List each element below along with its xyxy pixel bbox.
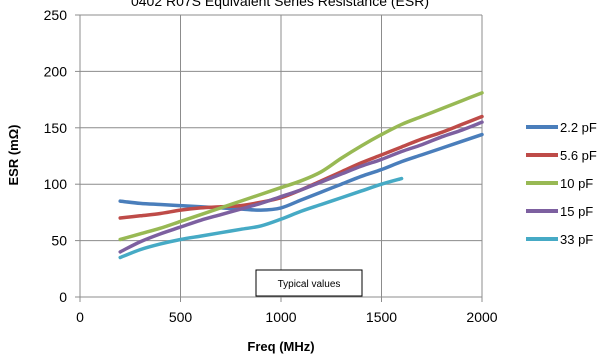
series-lines <box>118 91 484 260</box>
chart-title: 0402 R07S Equivalent Series Resistance (… <box>131 0 429 9</box>
gridlines <box>80 14 483 297</box>
legend-label: 10 pF <box>560 176 593 191</box>
annotation-text: Typical values <box>278 279 341 290</box>
x-tick-label: 500 <box>169 309 193 325</box>
y-tick-label: 150 <box>44 120 68 136</box>
x-tick-label: 1500 <box>366 309 397 325</box>
x-axis-title: Freq (MHz) <box>247 339 314 354</box>
y-axis-title: ESR (mΩ) <box>6 125 21 186</box>
y-tick-label: 250 <box>44 7 68 23</box>
y-tick-label: 200 <box>44 63 68 79</box>
legend-label: 2.2 pF <box>560 120 597 135</box>
y-tick-label: 100 <box>44 176 68 192</box>
legend-label: 5.6 pF <box>560 148 597 163</box>
series-line-2-2-pf <box>118 132 484 212</box>
x-tick-labels: 0 500 1000 1500 2000 <box>76 309 498 325</box>
series-line-10-pf <box>118 91 484 242</box>
annotation-frame <box>255 269 363 297</box>
y-tick-labels: 0 50 100 150 200 250 <box>44 7 68 305</box>
legend-label: 15 pF <box>560 204 593 219</box>
series-line-33-pf <box>118 176 404 260</box>
legend-label: 33 pF <box>560 232 593 247</box>
x-tick-label: 1000 <box>265 309 296 325</box>
y-tick-label: 50 <box>51 233 67 249</box>
x-tick-label: 2000 <box>466 309 497 325</box>
annotation-box: Typical values <box>255 269 363 297</box>
y-tick-label: 0 <box>59 289 67 305</box>
legend: 2.2 pF 5.6 pF 10 pF 15 pF 33 pF <box>526 120 597 247</box>
x-tick-label: 0 <box>76 309 84 325</box>
series-line-5-6-pf <box>118 114 484 220</box>
series-line-15-pf <box>118 120 484 254</box>
axes <box>75 14 483 302</box>
